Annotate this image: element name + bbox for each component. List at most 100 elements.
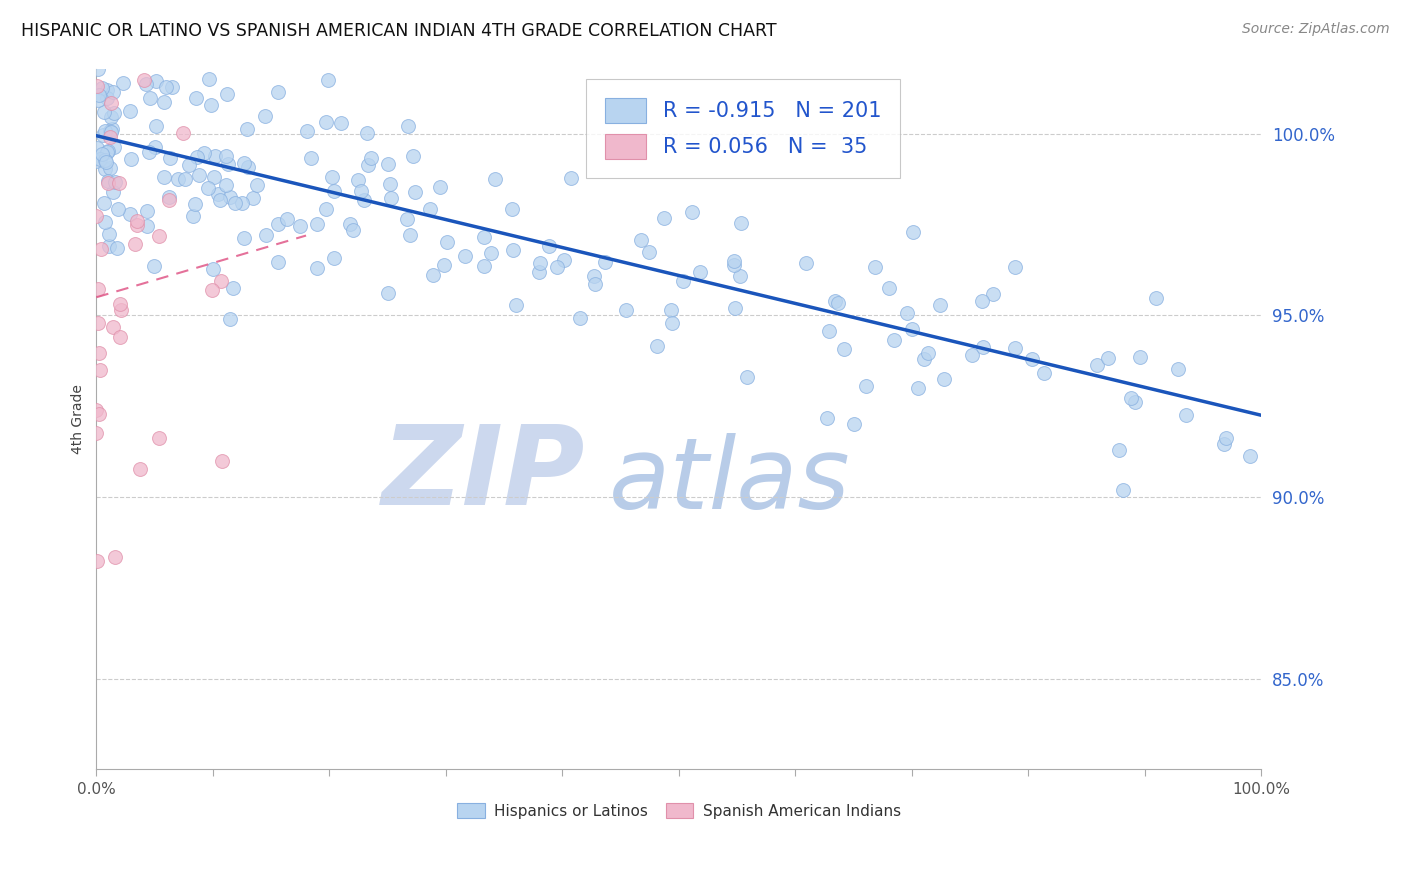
Text: atlas: atlas xyxy=(609,434,851,531)
Point xyxy=(339,218,361,232)
Point xyxy=(132,73,155,87)
Point xyxy=(136,219,159,233)
Point xyxy=(396,119,419,133)
Point xyxy=(1004,341,1026,355)
Point xyxy=(207,186,229,201)
Point xyxy=(815,410,838,425)
Point xyxy=(162,79,184,94)
Point xyxy=(1032,366,1054,380)
Point xyxy=(315,115,337,129)
Point xyxy=(103,106,125,120)
Point xyxy=(86,141,108,155)
Point xyxy=(97,144,120,158)
Point xyxy=(148,229,170,244)
Point xyxy=(1144,291,1167,305)
Point xyxy=(86,93,108,107)
Point xyxy=(233,231,256,245)
Point xyxy=(246,178,269,192)
Point xyxy=(233,155,256,169)
Point xyxy=(100,110,122,124)
Point xyxy=(402,149,425,163)
Point xyxy=(377,286,399,301)
Point xyxy=(202,262,225,277)
Point xyxy=(155,80,177,95)
Point xyxy=(638,245,661,260)
Point xyxy=(197,181,219,195)
Point xyxy=(100,95,122,110)
Point xyxy=(93,105,115,120)
Point xyxy=(730,216,752,230)
Point xyxy=(86,78,108,93)
Point xyxy=(96,145,118,159)
Point xyxy=(970,294,993,309)
Point xyxy=(276,211,298,226)
Point xyxy=(209,193,232,207)
Point xyxy=(479,245,502,260)
Point xyxy=(307,217,329,231)
Point xyxy=(135,77,157,91)
Point xyxy=(419,202,441,216)
Point xyxy=(614,303,637,318)
Point xyxy=(188,169,211,183)
Point xyxy=(167,172,190,186)
Point xyxy=(231,196,253,211)
Point xyxy=(502,243,524,257)
Y-axis label: 4th Grade: 4th Grade xyxy=(72,384,86,454)
Point xyxy=(242,190,264,204)
Point xyxy=(380,191,402,205)
Point xyxy=(1213,437,1236,451)
Point xyxy=(896,306,918,320)
Point xyxy=(723,258,745,272)
Point xyxy=(108,330,131,344)
Point xyxy=(219,190,242,204)
Point xyxy=(86,153,108,168)
Text: HISPANIC OR LATINO VS SPANISH AMERICAN INDIAN 4TH GRADE CORRELATION CHART: HISPANIC OR LATINO VS SPANISH AMERICAN I… xyxy=(21,22,776,40)
Point xyxy=(97,239,120,253)
Point xyxy=(112,76,135,90)
Point xyxy=(96,83,118,97)
Point xyxy=(236,160,259,174)
Point xyxy=(817,324,839,338)
Point xyxy=(353,193,375,207)
Point xyxy=(529,255,551,269)
Point xyxy=(118,207,141,221)
Point xyxy=(356,126,378,140)
Point xyxy=(101,85,124,99)
Point xyxy=(672,274,695,288)
Point xyxy=(91,147,114,161)
Point xyxy=(593,254,616,268)
Point xyxy=(505,297,527,311)
Point xyxy=(89,407,111,421)
Point xyxy=(174,171,197,186)
Point xyxy=(254,228,277,243)
Point xyxy=(404,185,426,199)
Point xyxy=(981,287,1004,301)
Point xyxy=(105,241,128,255)
Point xyxy=(342,222,364,236)
Point xyxy=(267,85,290,99)
Point xyxy=(104,176,127,190)
Point xyxy=(142,260,165,274)
Point xyxy=(101,185,124,199)
Point xyxy=(89,362,111,376)
Point xyxy=(157,193,180,207)
Point xyxy=(90,242,112,256)
Point xyxy=(883,333,905,347)
Point xyxy=(453,249,475,263)
Point xyxy=(217,87,239,101)
Point xyxy=(1175,408,1198,422)
Point xyxy=(89,152,111,166)
Point xyxy=(1108,443,1130,458)
Point xyxy=(86,62,108,77)
Point xyxy=(1167,362,1189,376)
Point xyxy=(357,158,380,172)
Point xyxy=(912,351,935,366)
Point xyxy=(128,462,150,476)
Point xyxy=(299,151,322,165)
Point xyxy=(96,91,118,105)
Point xyxy=(211,454,233,468)
Point xyxy=(267,218,290,232)
Point xyxy=(153,169,176,184)
Point xyxy=(87,282,110,296)
Point xyxy=(1119,391,1142,405)
